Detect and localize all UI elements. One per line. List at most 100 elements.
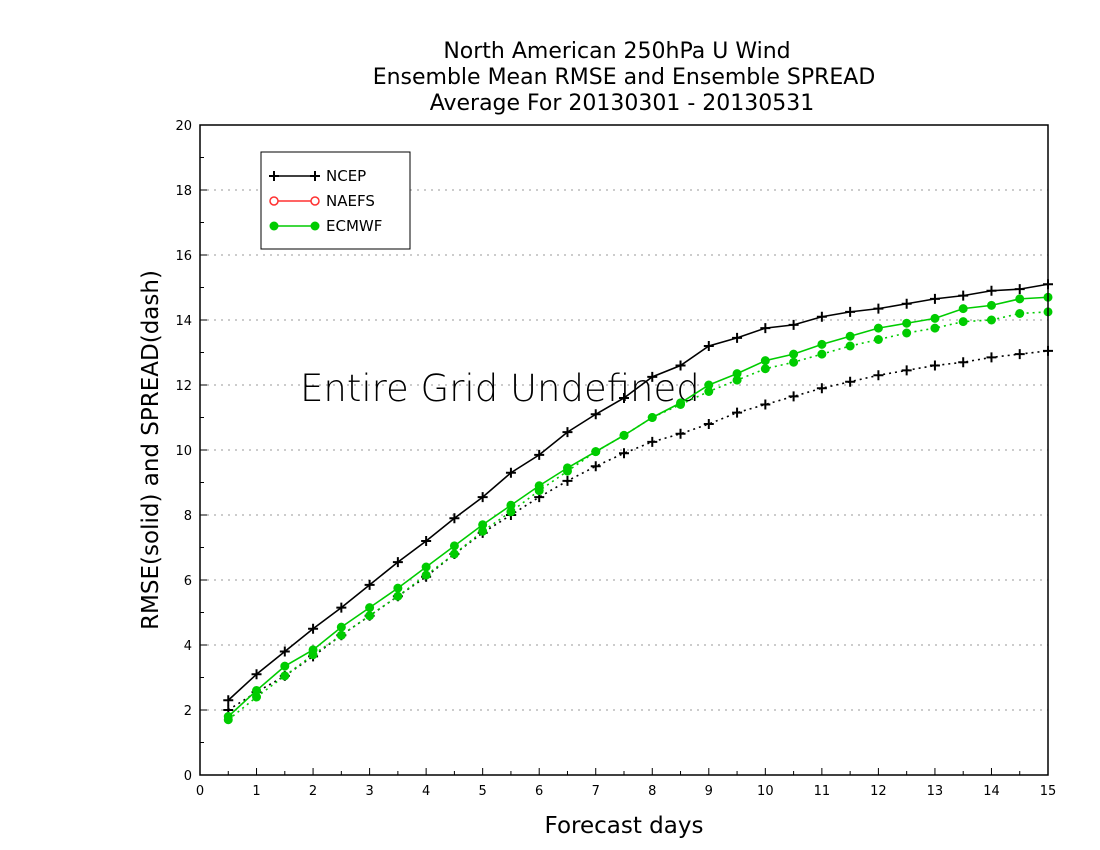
- y-axis: 0 2 4 6 8 10 12 14 16 18 20: [175, 119, 207, 784]
- series-ncep: [223, 279, 1053, 715]
- point-ncep-rmse-24: [901, 298, 912, 309]
- point-ncep-rmse-18: [732, 332, 743, 343]
- undefined-grid-annotation: Entire Grid Undefined: [300, 367, 700, 410]
- point-ecmwf-spread-21: [817, 349, 827, 359]
- x-tick-label-6: 6: [535, 784, 543, 799]
- point-ncep-rmse-9: [477, 492, 488, 503]
- y-axis-title: RMSE(solid) and SPREAD(dash): [138, 270, 164, 630]
- point-ncep-rmse-23: [873, 303, 884, 314]
- x-tick-label-10: 10: [757, 784, 774, 799]
- point-ncep-spread-27: [986, 352, 997, 363]
- x-tick-label-15: 15: [1040, 784, 1057, 799]
- y-tick-label-12: 12: [175, 379, 192, 394]
- point-ncep-rmse-11: [534, 449, 545, 460]
- point-ncep-spread-20: [788, 391, 799, 402]
- point-ecmwf-rmse-5: [365, 603, 375, 613]
- point-ecmwf-spread-1: [252, 692, 262, 702]
- title-line-1: North American 250hPa U Wind: [443, 39, 790, 64]
- point-ecmwf-spread-2: [280, 671, 290, 681]
- x-tick-label-0: 0: [196, 784, 204, 799]
- point-ecmwf-rmse-11: [534, 481, 544, 491]
- x-tick-label-13: 13: [927, 784, 944, 799]
- point-ecmwf-spread-26: [958, 317, 968, 327]
- point-ecmwf-spread-5: [365, 611, 375, 621]
- x-tick-label-2: 2: [309, 784, 317, 799]
- point-ecmwf-spread-10: [506, 507, 516, 517]
- legend-marker-right-ecmwf: [310, 221, 320, 231]
- point-ncep-spread-16: [675, 428, 686, 439]
- point-ecmwf-rmse-3: [308, 645, 318, 655]
- point-ecmwf-rmse-25: [930, 313, 940, 323]
- point-ncep-rmse-21: [816, 311, 827, 322]
- y-tick-label-18: 18: [175, 184, 192, 199]
- point-ecmwf-spread-6: [393, 591, 403, 601]
- legend-marker-left-naefs: [269, 196, 279, 206]
- point-ncep-rmse-12: [562, 427, 573, 438]
- chart-title: North American 250hPa U Wind Ensemble Me…: [373, 39, 876, 116]
- point-ncep-rmse-28: [1014, 284, 1025, 295]
- x-tick-label-8: 8: [648, 784, 656, 799]
- point-ncep-spread-18: [732, 407, 743, 418]
- point-ecmwf-spread-19: [760, 364, 770, 374]
- point-ecmwf-spread-18: [732, 375, 742, 385]
- legend-marker-left-ncep: [269, 171, 279, 181]
- point-ecmwf-rmse-18: [732, 369, 742, 379]
- point-ecmwf-spread-8: [449, 549, 459, 559]
- point-ncep-rmse-20: [788, 319, 799, 330]
- series-ncep-rmse-line: [227, 283, 1049, 701]
- legend-marker-right-naefs: [310, 196, 320, 206]
- point-ncep-rmse-4: [336, 602, 347, 613]
- title-line-3: Average For 20130301 - 20130531: [430, 91, 815, 116]
- y-tick-label-6: 6: [184, 574, 192, 589]
- point-ncep-rmse-0: [223, 695, 234, 706]
- point-ncep-rmse-5: [364, 579, 375, 590]
- point-ncep-rmse-15: [647, 371, 658, 382]
- point-ecmwf-rmse-6: [393, 583, 403, 593]
- point-ncep-rmse-22: [845, 306, 856, 317]
- point-ecmwf-spread-9: [478, 526, 488, 536]
- y-tick-label-0: 0: [184, 769, 192, 784]
- point-ncep-spread-24: [901, 365, 912, 376]
- point-ecmwf-rmse-22: [845, 331, 855, 341]
- y-tick-label-8: 8: [184, 509, 192, 524]
- legend-label-ecmwf: ECMWF: [326, 217, 382, 235]
- point-ecmwf-rmse-7: [421, 562, 431, 572]
- y-tick-label-20: 20: [175, 119, 192, 134]
- point-ncep-rmse-6: [392, 557, 403, 568]
- title-line-2: Ensemble Mean RMSE and Ensemble SPREAD: [373, 65, 876, 90]
- point-ecmwf-rmse-17: [704, 380, 714, 390]
- x-axis: 0 1 2 3 4 5 6 7 8 9 10 11 12 13 14 15: [196, 768, 1056, 799]
- legend-box: [260, 151, 411, 250]
- point-ecmwf-rmse-24: [902, 318, 912, 328]
- y-tick-label-2: 2: [184, 704, 192, 719]
- point-ncep-spread-17: [703, 419, 714, 429]
- point-ecmwf-rmse-28: [1015, 294, 1025, 304]
- point-ecmwf-spread-24: [902, 328, 912, 338]
- x-tick-label-9: 9: [705, 784, 713, 799]
- x-tick-label-12: 12: [870, 784, 887, 799]
- y-tick-label-14: 14: [175, 314, 192, 329]
- point-ncep-rmse-25: [929, 293, 940, 304]
- point-ecmwf-spread-27: [986, 315, 996, 325]
- point-ecmwf-spread-25: [930, 323, 940, 333]
- y-tick-label-10: 10: [175, 444, 192, 459]
- point-ecmwf-spread-20: [789, 357, 799, 367]
- x-tick-label-14: 14: [983, 784, 1000, 799]
- point-ncep-spread-22: [845, 376, 856, 387]
- point-ecmwf-rmse-20: [789, 349, 799, 359]
- point-ecmwf-rmse-16: [676, 398, 686, 408]
- y-tick-label-4: 4: [184, 639, 192, 654]
- point-ncep-rmse-2: [279, 646, 290, 657]
- point-ecmwf-spread-7: [421, 570, 431, 580]
- x-tick-label-3: 3: [365, 784, 373, 799]
- y-tick-label-16: 16: [175, 249, 192, 264]
- point-ecmwf-rmse-13: [591, 447, 601, 457]
- series-ncep-spread-line: [227, 350, 1049, 711]
- point-ecmwf-rmse-2: [280, 661, 290, 671]
- series-ecmwf: [223, 292, 1053, 725]
- point-ecmwf-spread-4: [336, 630, 346, 640]
- point-ecmwf-rmse-15: [647, 413, 657, 422]
- point-ecmwf-rmse-26: [958, 304, 968, 314]
- point-ncep-rmse-13: [590, 409, 601, 420]
